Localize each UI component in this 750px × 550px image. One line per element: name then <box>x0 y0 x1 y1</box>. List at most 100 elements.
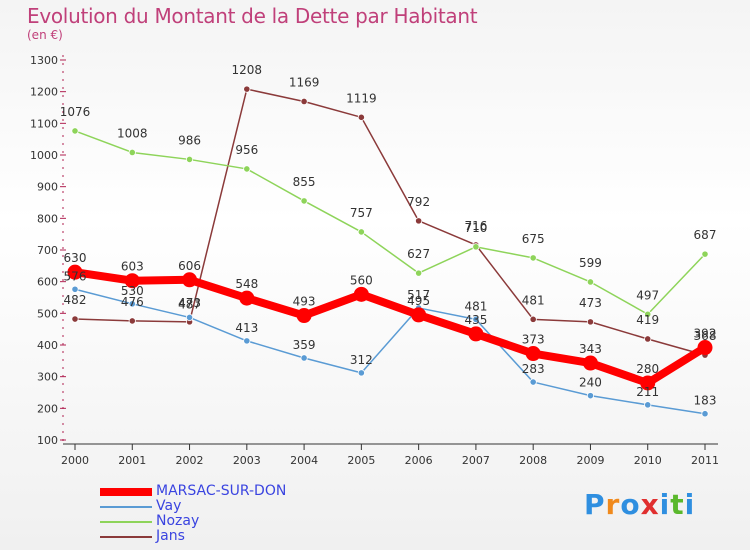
x-tick-label: 2007 <box>462 454 490 467</box>
data-point-vay <box>243 337 251 345</box>
data-point-jans <box>529 315 537 323</box>
y-tick-label: 800 <box>37 212 58 225</box>
data-label: 183 <box>694 394 717 408</box>
legend-swatch <box>100 520 152 523</box>
data-label: 497 <box>636 288 659 302</box>
legend-swatch <box>100 505 152 508</box>
x-tick-label: 2002 <box>176 454 204 467</box>
legend-label: MARSAC-SUR-DON <box>156 483 287 499</box>
data-label: 1008 <box>117 126 148 140</box>
logo-letter: P <box>584 488 606 521</box>
series-line-marsac-sur-don <box>71 268 709 387</box>
data-label: 312 <box>350 353 373 367</box>
data-label: 368 <box>694 329 717 343</box>
data-label: 560 <box>350 273 373 287</box>
data-label: 710 <box>464 221 487 235</box>
data-label: 855 <box>293 175 316 189</box>
data-point-marsac-sur-don <box>296 308 312 324</box>
data-label: 627 <box>407 247 430 261</box>
data-point-jans <box>644 335 652 343</box>
data-point-marsac-sur-don <box>182 272 198 288</box>
logo-letter: o <box>620 488 641 521</box>
legend-item-jans: Jans <box>100 529 286 544</box>
data-point-marsac-sur-don <box>124 273 140 289</box>
x-tick-label: 2003 <box>233 454 261 467</box>
data-label: 1169 <box>289 75 320 89</box>
y-tick-label: 900 <box>37 181 58 194</box>
x-tick-label: 2004 <box>290 454 318 467</box>
data-point-marsac-sur-don <box>468 326 484 342</box>
data-point-nozay <box>701 250 709 258</box>
data-label: 630 <box>64 251 87 265</box>
data-point-vay <box>300 354 308 362</box>
data-label: 373 <box>522 333 545 347</box>
logo-letter: i <box>684 488 696 521</box>
data-point-vay <box>185 313 194 322</box>
y-tick-label: 1100 <box>30 117 58 130</box>
data-label: 240 <box>579 376 602 390</box>
logo-letter: r <box>605 488 621 521</box>
data-point-marsac-sur-don <box>640 375 656 391</box>
data-label: 473 <box>178 296 201 310</box>
data-point-nozay <box>71 127 79 135</box>
data-label: 675 <box>522 232 545 246</box>
data-label: 413 <box>235 321 258 335</box>
y-tick-label: 1000 <box>30 149 58 162</box>
data-label: 343 <box>579 342 602 356</box>
data-label: 487 <box>178 297 201 311</box>
legend-swatch <box>100 535 152 538</box>
data-point-marsac-sur-don <box>582 355 598 371</box>
data-point-nozay <box>415 269 423 277</box>
logo-letter: i <box>659 488 671 521</box>
data-point-jans <box>357 113 365 121</box>
data-label: 493 <box>293 295 316 309</box>
logo-letter: x <box>640 488 660 521</box>
data-label: 482 <box>64 293 87 307</box>
y-tick-label: 100 <box>37 434 58 447</box>
data-label: 548 <box>235 277 258 291</box>
data-point-jans <box>415 217 423 225</box>
data-point-nozay <box>300 197 308 205</box>
x-tick-label: 2000 <box>61 454 89 467</box>
legend-label: Nozay <box>156 513 200 529</box>
legend-item-nozay: Nozay <box>100 514 286 529</box>
data-label: 495 <box>407 294 430 308</box>
legend-item-vay: Vay <box>100 499 286 514</box>
y-tick-label: 400 <box>37 339 58 352</box>
data-label: 603 <box>121 260 144 274</box>
data-point-nozay <box>472 243 480 251</box>
y-tick-label: 700 <box>37 244 58 257</box>
series-line-nozay <box>74 130 706 316</box>
data-label: 1119 <box>346 91 377 105</box>
data-label: 599 <box>579 256 602 270</box>
data-point-vay <box>128 300 136 308</box>
data-label: 757 <box>350 206 373 220</box>
y-tick-label: 200 <box>37 402 58 415</box>
data-point-vay <box>71 285 79 293</box>
data-label: 476 <box>121 295 144 309</box>
data-label: 517 <box>407 288 430 302</box>
data-label: 280 <box>636 362 659 376</box>
data-point-vay <box>701 410 709 418</box>
data-label: 283 <box>522 362 545 376</box>
x-tick-label: 2008 <box>519 454 547 467</box>
data-label: 716 <box>464 219 487 233</box>
data-label: 792 <box>407 195 430 209</box>
data-point-nozay <box>185 155 194 164</box>
data-label: 606 <box>178 259 201 273</box>
data-label: 473 <box>579 296 602 310</box>
data-point-marsac-sur-don <box>239 290 255 306</box>
y-tick-label: 500 <box>37 307 58 320</box>
y-tick-label: 1200 <box>30 86 58 99</box>
data-point-vay <box>529 378 537 386</box>
x-tick-label: 2005 <box>347 454 375 467</box>
logo-letter: t <box>670 488 685 521</box>
x-tick-label: 2009 <box>576 454 604 467</box>
data-label: 1208 <box>232 63 263 77</box>
legend-label: Jans <box>156 528 185 544</box>
data-label: 392 <box>694 327 717 341</box>
data-label: 576 <box>64 269 87 283</box>
data-point-vay <box>357 369 365 377</box>
